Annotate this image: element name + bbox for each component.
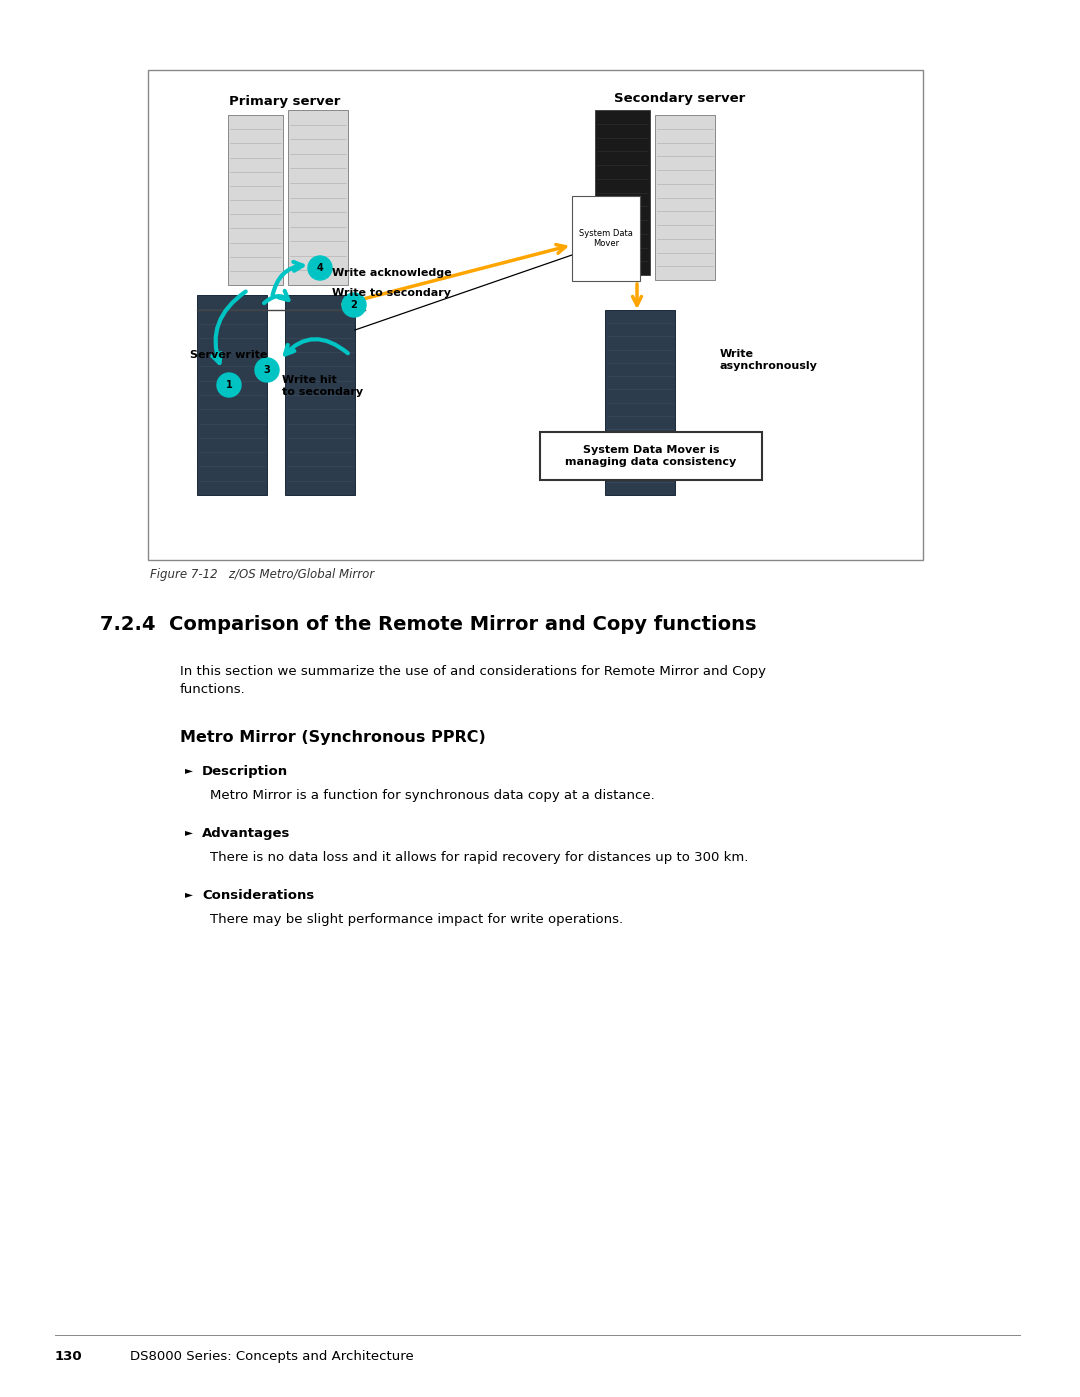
Circle shape xyxy=(255,358,279,381)
Text: Server write: Server write xyxy=(190,351,268,360)
Text: Considerations: Considerations xyxy=(202,888,314,902)
Text: Write
asynchronously: Write asynchronously xyxy=(720,349,818,370)
Bar xyxy=(605,310,675,495)
Bar xyxy=(228,115,283,285)
Text: Primary server: Primary server xyxy=(229,95,340,108)
Bar xyxy=(197,295,267,495)
Text: Write to secondary: Write to secondary xyxy=(332,288,451,298)
Text: Secondary server: Secondary server xyxy=(615,92,745,105)
Text: ►: ► xyxy=(185,766,193,775)
Text: Metro Mirror is a function for synchronous data copy at a distance.: Metro Mirror is a function for synchrono… xyxy=(210,789,654,802)
Text: In this section we summarize the use of and considerations for Remote Mirror and: In this section we summarize the use of … xyxy=(180,665,766,696)
Text: ►: ► xyxy=(185,827,193,837)
Bar xyxy=(654,115,715,279)
Text: System Data Mover is
managing data consistency: System Data Mover is managing data consi… xyxy=(565,446,737,467)
Circle shape xyxy=(308,256,332,279)
Text: There may be slight performance impact for write operations.: There may be slight performance impact f… xyxy=(210,914,623,926)
Text: 3: 3 xyxy=(264,365,270,374)
Text: There is no data loss and it allows for rapid recovery for distances up to 300 k: There is no data loss and it allows for … xyxy=(210,851,748,863)
Bar xyxy=(285,295,355,495)
Text: Advantages: Advantages xyxy=(202,827,291,840)
Text: Metro Mirror (Synchronous PPRC): Metro Mirror (Synchronous PPRC) xyxy=(180,731,486,745)
Bar xyxy=(572,196,640,281)
Text: 7.2.4  Comparison of the Remote Mirror and Copy functions: 7.2.4 Comparison of the Remote Mirror an… xyxy=(100,615,756,634)
Text: System Data
Mover: System Data Mover xyxy=(579,229,633,249)
Bar xyxy=(540,432,762,481)
Text: 130: 130 xyxy=(55,1350,83,1363)
Text: 2: 2 xyxy=(351,300,357,310)
Text: 4: 4 xyxy=(316,263,323,272)
Text: DS8000 Series: Concepts and Architecture: DS8000 Series: Concepts and Architecture xyxy=(130,1350,414,1363)
Bar xyxy=(288,110,348,285)
Text: Write hit
to secondary: Write hit to secondary xyxy=(282,374,363,397)
Text: ►: ► xyxy=(185,888,193,900)
Text: Write acknowledge: Write acknowledge xyxy=(332,268,451,278)
Bar xyxy=(594,110,649,275)
Text: Description: Description xyxy=(202,766,288,778)
Circle shape xyxy=(342,293,366,317)
Bar xyxy=(148,70,923,560)
Circle shape xyxy=(217,373,241,397)
Text: Figure 7-12   z/OS Metro/Global Mirror: Figure 7-12 z/OS Metro/Global Mirror xyxy=(150,569,375,581)
Text: 1: 1 xyxy=(226,380,232,390)
